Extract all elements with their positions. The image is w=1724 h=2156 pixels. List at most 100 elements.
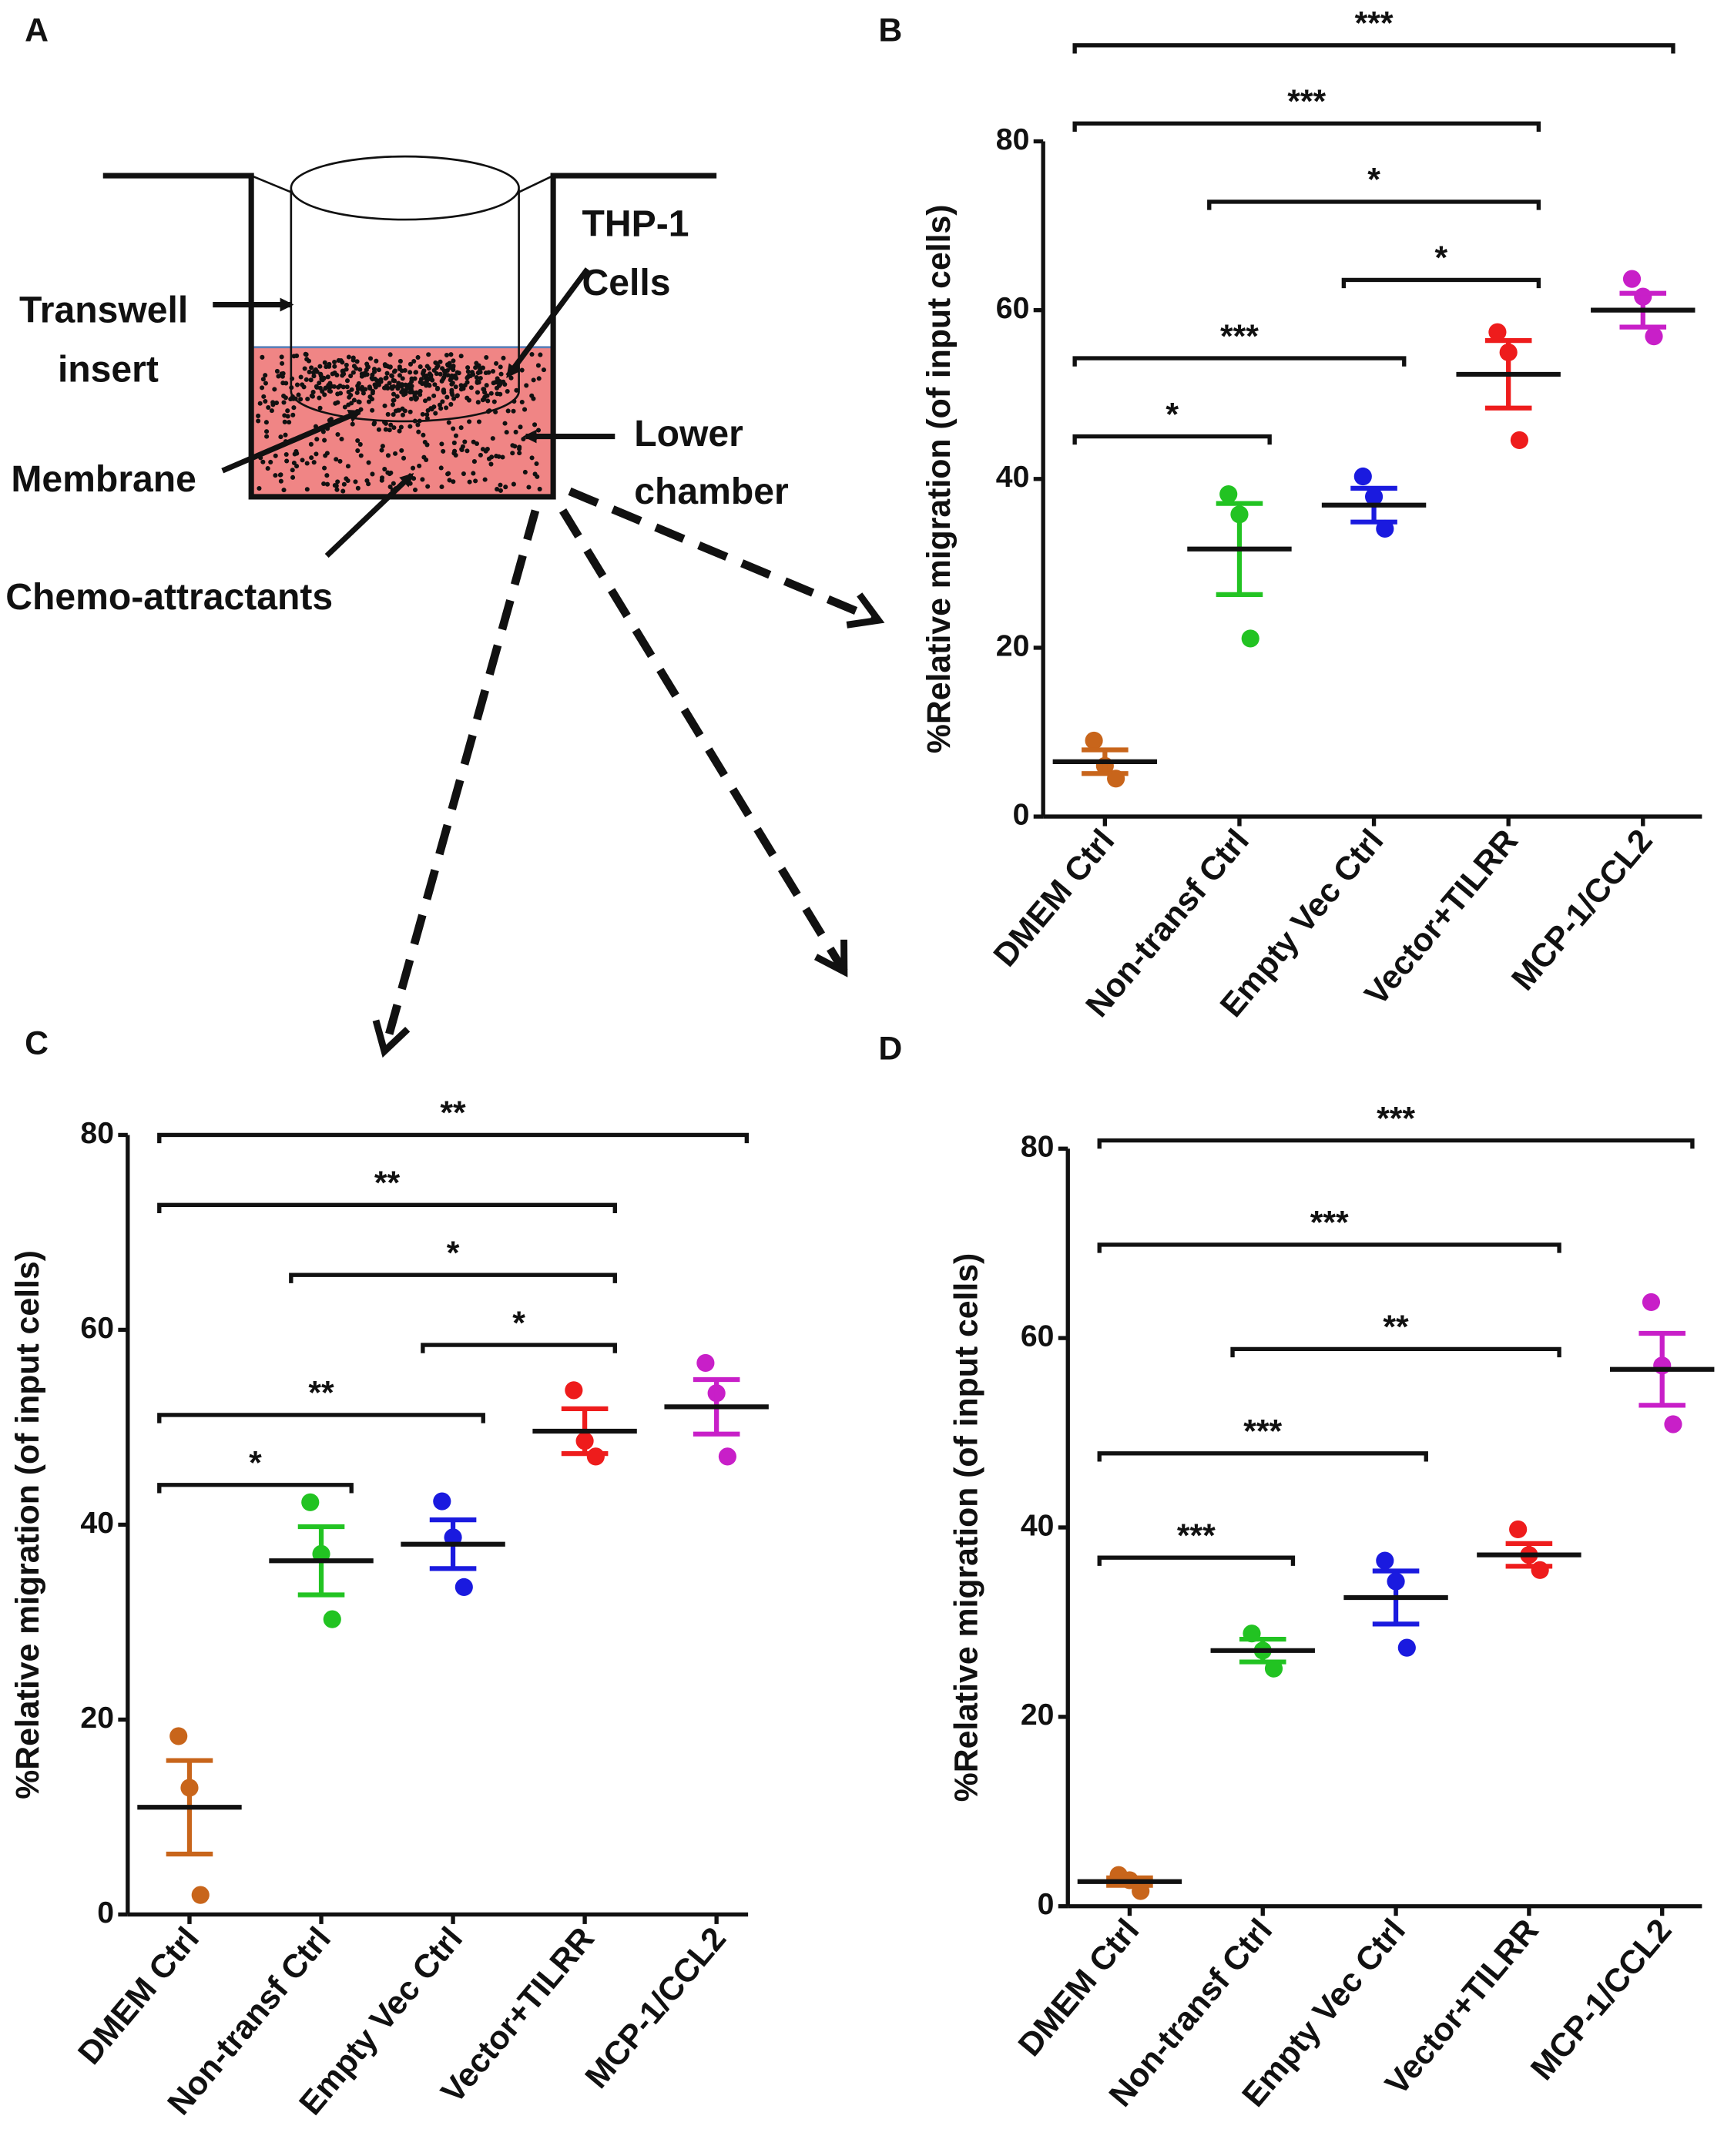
- cell-dot: [369, 375, 374, 381]
- cell-dot: [354, 359, 360, 364]
- cell-dot: [395, 383, 401, 388]
- cell-dot: [453, 384, 458, 390]
- cell-dot: [408, 396, 414, 401]
- cell-dot: [332, 364, 337, 369]
- cell-dot: [364, 361, 370, 367]
- cell-dot: [357, 367, 363, 372]
- cell-dot: [387, 484, 393, 489]
- cell-dot: [426, 396, 431, 401]
- cell-dot: [521, 436, 526, 442]
- cell-dot: [510, 451, 515, 456]
- cell-dot: [309, 365, 314, 371]
- cell-dot: [314, 451, 319, 457]
- data-point: [1645, 327, 1663, 346]
- panel-label: C: [25, 1024, 49, 1061]
- cell-dot: [460, 444, 465, 449]
- cell-dot: [268, 459, 273, 464]
- significance-label: ***: [1243, 1413, 1282, 1450]
- cell-dot: [409, 379, 414, 384]
- cell-dot: [518, 424, 523, 430]
- cell-dot: [314, 384, 319, 389]
- significance-bracket: [1207, 200, 1541, 210]
- cell-dot: [391, 391, 397, 397]
- cell-dot: [471, 471, 476, 476]
- cell-dot: [511, 408, 516, 414]
- y-tick-label: 40: [1021, 1509, 1055, 1542]
- cell-dot: [495, 487, 500, 492]
- data-point: [1219, 485, 1238, 504]
- data-point: [1531, 1561, 1549, 1579]
- cell-dot: [448, 401, 454, 407]
- cell-dot: [529, 351, 535, 357]
- cell-dot: [351, 397, 357, 403]
- cell-dot: [438, 371, 443, 377]
- cell-dot: [484, 383, 489, 388]
- cell-dot: [370, 388, 376, 394]
- cell-dot: [351, 370, 356, 375]
- cell-dot: [277, 472, 283, 478]
- cell-dot: [450, 364, 455, 369]
- membrane: [290, 391, 520, 423]
- cell-dot: [320, 377, 325, 383]
- y-tick-label: 20: [996, 629, 1030, 662]
- cell-dot: [308, 377, 314, 383]
- cell-dot: [473, 478, 478, 484]
- cell-dot: [273, 473, 278, 478]
- cell-dot: [388, 422, 394, 428]
- cell-dot: [323, 386, 328, 391]
- cell-dot: [426, 352, 431, 357]
- data-point: [1241, 629, 1259, 648]
- label: Cells: [582, 262, 671, 303]
- cell-dot: [414, 395, 420, 401]
- dashed-arrow: [559, 508, 848, 977]
- cell-dot: [335, 400, 340, 405]
- cell-dot: [309, 455, 314, 461]
- cell-dot: [326, 383, 331, 388]
- cell-dot: [397, 428, 402, 434]
- cell-dot: [420, 411, 425, 417]
- cell-dot: [524, 383, 529, 388]
- cell-dot: [408, 481, 413, 486]
- cell-dot: [353, 479, 358, 485]
- cell-dot: [335, 479, 340, 485]
- cell-dot: [366, 460, 371, 465]
- cell-dot: [480, 365, 485, 371]
- y-tick-label: 80: [1021, 1131, 1055, 1164]
- label: insert: [58, 348, 159, 390]
- significance-label: ***: [1177, 1517, 1216, 1554]
- cell-dot: [334, 457, 339, 462]
- cell-dot: [356, 399, 361, 404]
- cell-dot: [263, 381, 268, 386]
- cell-dot: [351, 364, 357, 369]
- cell-dot: [486, 456, 492, 461]
- significance-label: ***: [1355, 5, 1394, 42]
- data-point: [191, 1886, 210, 1904]
- cell-dot: [447, 478, 452, 483]
- significance-bracket: [157, 1132, 750, 1144]
- cell-dot: [388, 470, 394, 475]
- cell-dot: [260, 459, 266, 464]
- cell-dot: [444, 353, 449, 358]
- cell-dot: [260, 385, 265, 391]
- cell-dot: [451, 440, 457, 445]
- cell-dot: [294, 382, 300, 387]
- cell-dot: [356, 381, 361, 386]
- cell-dot: [304, 377, 309, 382]
- data-point: [1510, 431, 1528, 449]
- data-point: [1642, 1293, 1661, 1311]
- cell-dot: [465, 448, 470, 454]
- cell-dot: [317, 395, 322, 401]
- cell-dot: [478, 375, 483, 381]
- cell-dot: [401, 392, 407, 397]
- label: Membrane: [11, 458, 196, 500]
- cell-dot: [291, 354, 297, 359]
- cell-dot: [426, 366, 431, 371]
- cell-dot: [327, 361, 332, 367]
- significance-bracket: [157, 1202, 617, 1213]
- cell-dot: [282, 413, 287, 418]
- cell-dot: [412, 376, 418, 381]
- cell-dot: [424, 379, 429, 384]
- y-tick-label: 60: [996, 292, 1030, 325]
- cell-dot: [538, 352, 543, 357]
- x-tick-label: MCP-1/CCL2: [1504, 823, 1660, 998]
